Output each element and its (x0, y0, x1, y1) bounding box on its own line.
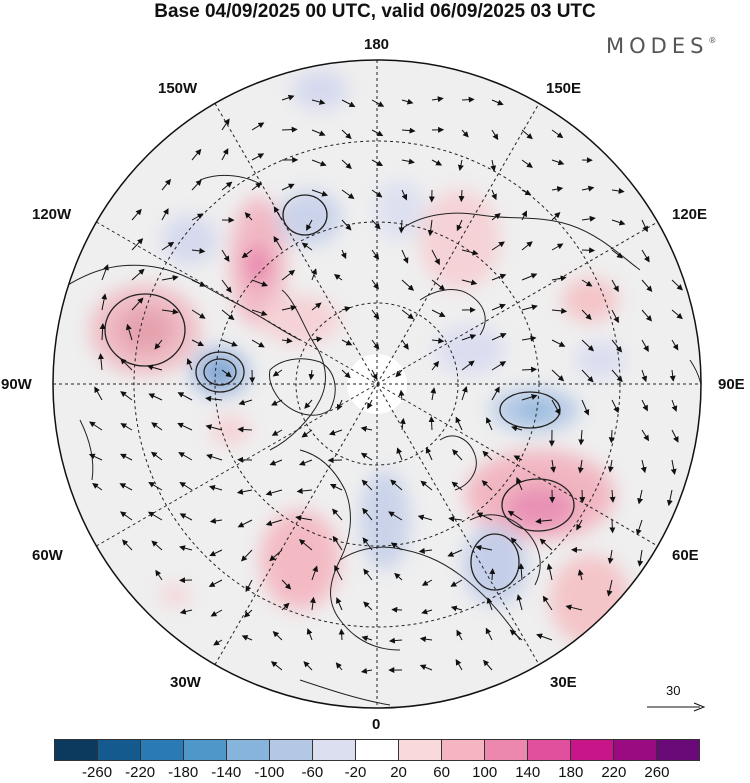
colorbar-tick-label: 100 (472, 764, 498, 781)
colorbar-tick-label: 140 (515, 764, 541, 781)
colorbar-segment (442, 740, 485, 760)
colorbar-segment (184, 740, 227, 760)
brand-text: MODES (606, 34, 709, 58)
lon-label-150w: 150W (158, 80, 198, 97)
lon-label-120w: 120W (32, 206, 72, 223)
colorbar-labels: -260 -220 -180 -140 -100 -60 -20 20 60 100 140 180 2… (0, 764, 750, 782)
registered-mark: ® (708, 36, 717, 45)
colorbar-tick-label: 20 (390, 764, 407, 781)
lon-label-60w: 60W (32, 547, 63, 564)
colorbar-segment (313, 740, 356, 760)
colorbar-segment (528, 740, 571, 760)
colorbar-tick-label: 220 (601, 764, 627, 781)
colorbar-segment (399, 740, 442, 760)
colorbar-tick-label: 60 (433, 764, 450, 781)
chart-title: Base 04/09/2025 00 UTC, valid 06/09/2025… (154, 1, 596, 22)
anomaly-field (90, 70, 630, 645)
colorbar-segment (98, 740, 141, 760)
graticule (53, 60, 701, 708)
colorbar-tick-label: -260 (82, 764, 113, 781)
colorbar-tick-label: 180 (558, 764, 584, 781)
colorbar-segment (55, 740, 98, 760)
wind-vectors (88, 94, 683, 674)
colorbar-tick-label: -60 (301, 764, 324, 781)
map-border (52, 59, 702, 709)
lon-label-120e: 120E (672, 206, 708, 223)
contour-lines (104, 194, 575, 591)
colorbar-segment (657, 740, 699, 760)
colorbar-tick-label: -180 (168, 764, 199, 781)
reference-vector-label: 30 (666, 683, 681, 698)
colorbar-segment (571, 740, 614, 760)
lon-label-30w: 30W (170, 674, 201, 691)
lon-label-0: 0 (372, 716, 381, 733)
lon-label-90e: 90E (718, 376, 745, 393)
modes-logo: MODES® (606, 34, 716, 58)
colorbar-tick-label: -100 (254, 764, 285, 781)
colorbar-segment (356, 740, 399, 760)
lon-label-60e: 60E (672, 547, 699, 564)
coastlines (59, 175, 701, 706)
colorbar (54, 739, 700, 761)
colorbar-segment (227, 740, 270, 760)
colorbar-tick-label: -220 (125, 764, 156, 781)
colorbar-tick-label: -140 (211, 764, 242, 781)
lon-label-180: 180 (364, 36, 390, 53)
colorbar-segment (141, 740, 184, 760)
colorbar-segment (614, 740, 657, 760)
lon-label-150e: 150E (546, 80, 582, 97)
reference-vector-arrow (647, 702, 706, 712)
lon-label-90w: 90W (1, 376, 32, 393)
colorbar-segment (270, 740, 313, 760)
colorbar-segment (485, 740, 528, 760)
colorbar-tick-label: 260 (644, 764, 670, 781)
lon-label-30e: 30E (550, 674, 577, 691)
colorbar-tick-label: -20 (344, 764, 367, 781)
